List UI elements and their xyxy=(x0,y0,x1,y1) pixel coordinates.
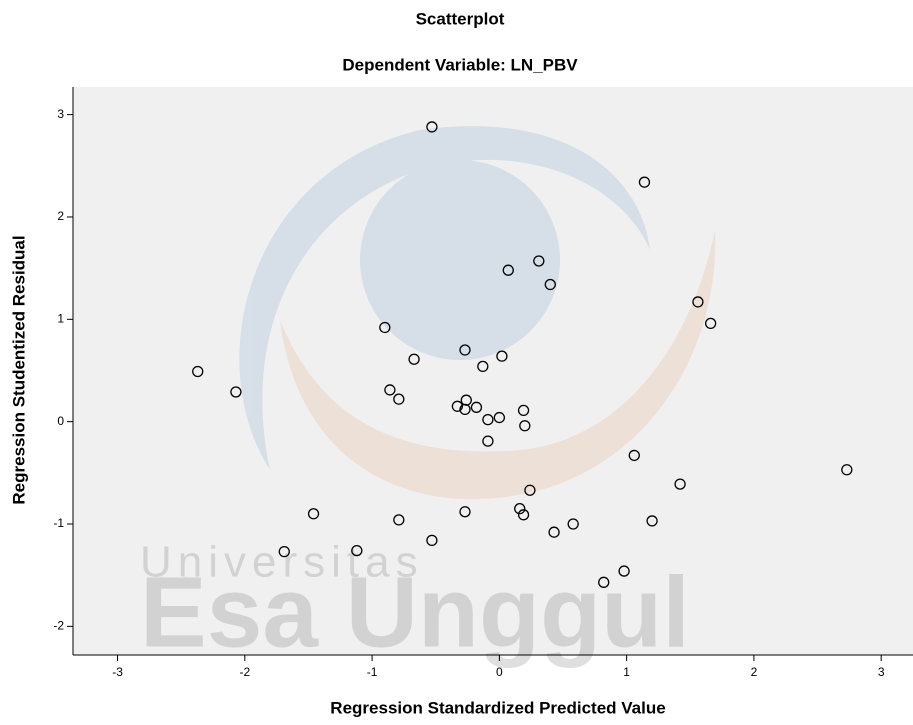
watermark-text: Esa Unggul xyxy=(140,556,690,668)
y-tick-label: 2 xyxy=(57,209,64,223)
x-tick-label: 0 xyxy=(496,665,503,679)
x-tick-label: -2 xyxy=(239,665,250,679)
x-tick-label: 3 xyxy=(878,665,885,679)
x-tick-label: -1 xyxy=(367,665,378,679)
x-tick-label: 1 xyxy=(623,665,630,679)
page: Universitas Esa Unggul Scatterplot Depen… xyxy=(0,0,913,725)
y-tick-label: 0 xyxy=(57,414,64,428)
x-tick-label: -3 xyxy=(112,665,123,679)
x-tick-label: 2 xyxy=(751,665,758,679)
y-tick-label: -1 xyxy=(53,516,64,530)
chart: Universitas Esa Unggul Scatterplot Depen… xyxy=(0,0,913,725)
chart-title: Scatterplot xyxy=(416,9,505,28)
y-tick-label: -2 xyxy=(53,619,64,633)
y-axis-label: Regression Studentized Residual xyxy=(9,235,28,504)
y-tick-label: 3 xyxy=(57,107,64,121)
y-tick-label: 1 xyxy=(57,311,64,325)
x-axis-label: Regression Standardized Predicted Value xyxy=(330,698,665,717)
chart-subtitle: Dependent Variable: LN_PBV xyxy=(342,55,578,74)
